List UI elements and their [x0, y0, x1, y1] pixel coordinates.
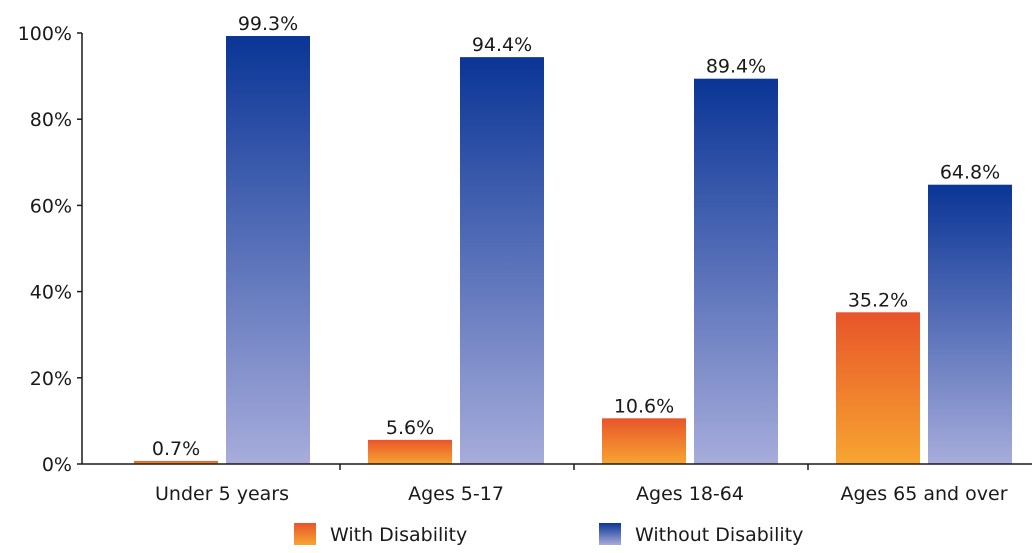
labels-layer: 0.7% 99.3% Under 5 years 5.6% 94.4% Ages 5-17… — [18, 13, 1008, 505]
y-tick-label-100: 100% — [18, 23, 72, 45]
bar-without-disability-4 — [928, 184, 1012, 464]
bar-without-disability-2 — [460, 57, 544, 465]
legend: With Disability Without Disability — [294, 523, 803, 546]
x-tick-label-3: Ages 18-64 — [636, 483, 744, 505]
data-label-with-disability-2: 5.6% — [386, 417, 434, 439]
y-tick-label-40: 40% — [30, 282, 72, 304]
y-tick-label-0: 0% — [42, 454, 72, 476]
data-label-without-disability-2: 94.4% — [472, 34, 532, 56]
bars-layer — [134, 36, 1012, 465]
legend-swatch-with-disability — [294, 523, 316, 545]
bar-with-disability-4 — [836, 312, 920, 464]
legend-label-without-disability: Without Disability — [635, 524, 803, 546]
bar-without-disability-1 — [226, 36, 310, 464]
x-tick-label-1: Under 5 years — [155, 483, 289, 505]
data-label-with-disability-3: 10.6% — [614, 395, 674, 417]
data-label-without-disability-4: 64.8% — [940, 162, 1000, 184]
legend-label-with-disability: With Disability — [330, 524, 467, 546]
data-label-without-disability-3: 89.4% — [706, 56, 766, 78]
axes-layer — [77, 32, 1032, 470]
bar-without-disability-3 — [694, 78, 778, 464]
y-tick-label-80: 80% — [30, 109, 72, 131]
x-tick-label-2: Ages 5-17 — [408, 483, 504, 505]
bar-with-disability-1 — [134, 460, 218, 464]
bar-with-disability-2 — [368, 439, 452, 464]
data-label-with-disability-4: 35.2% — [848, 289, 908, 311]
bar-with-disability-3 — [602, 418, 686, 464]
y-tick-label-60: 60% — [30, 195, 72, 217]
data-label-with-disability-1: 0.7% — [152, 438, 200, 460]
x-tick-label-4: Ages 65 and over — [840, 483, 1007, 505]
y-tick-label-20: 20% — [30, 368, 72, 390]
data-label-without-disability-1: 99.3% — [238, 13, 298, 35]
legend-swatch-without-disability — [599, 523, 621, 545]
